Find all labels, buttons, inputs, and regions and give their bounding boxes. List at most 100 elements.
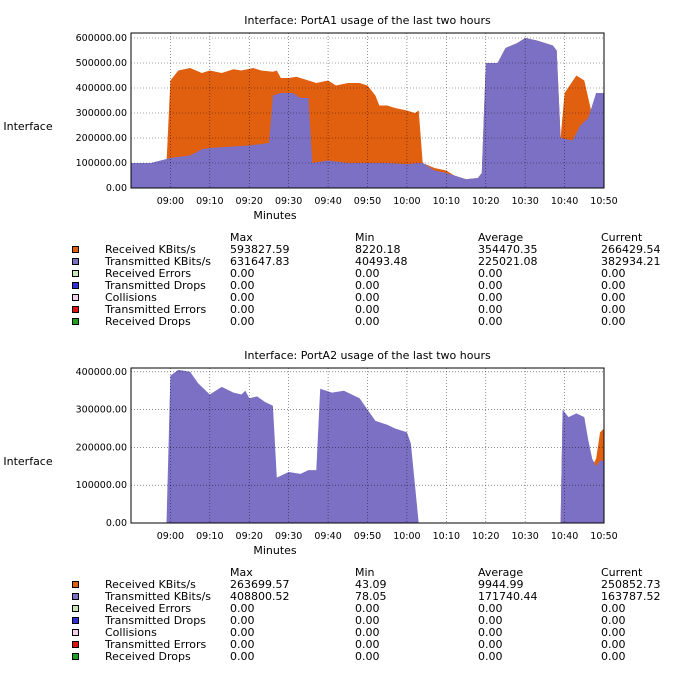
stat-value-current: 0.00	[601, 638, 626, 651]
y-tick-label: 500000.00	[76, 58, 127, 69]
x-tick-label: 10:00	[393, 196, 420, 207]
stat-value-current: 0.00	[601, 315, 626, 328]
legend-label: Transmitted Errors	[105, 303, 207, 316]
legend-row-received-drops: Received Drops 0.00 0.00 0.00 0.00	[72, 651, 632, 663]
y-tick-label: 100000.00	[76, 158, 127, 169]
legend-label: Transmitted Drops	[105, 279, 206, 292]
legend-row-collisions: Collisions 0.00 0.00 0.00 0.00	[72, 292, 632, 304]
legend-swatch	[72, 593, 79, 600]
stat-value-max: 0.00	[230, 650, 255, 663]
x-tick-label: 10:20	[472, 196, 499, 207]
stat-value-min: 8220.18	[355, 243, 401, 256]
x-tick-label: 10:40	[551, 196, 578, 207]
legend-swatch	[72, 629, 79, 636]
legend-label: Received KBits/s	[105, 243, 196, 256]
stat-value-min: 0.00	[355, 650, 380, 663]
x-tick-label: 09:30	[275, 196, 302, 207]
stat-value-average: 9944.99	[478, 578, 524, 591]
legend-row-transmitted-drops: Transmitted Drops 0.00 0.00 0.00 0.00	[72, 280, 632, 292]
stats-header-current: Current	[601, 566, 643, 579]
stat-value-current: 163787.52	[601, 590, 661, 603]
stat-value-max: 0.00	[230, 315, 255, 328]
y-tick-label: 300000.00	[76, 108, 127, 119]
legend-swatch	[72, 258, 79, 265]
stat-value-current: 0.00	[601, 303, 626, 316]
legend-row-transmitted: Transmitted KBits/s 631647.83 40493.48 2250…	[72, 255, 661, 268]
stat-value-average: 0.00	[478, 602, 503, 615]
stat-value-max: 0.00	[230, 614, 255, 627]
legend-row-transmitted-errors: Transmitted Errors 0.00 0.00 0.00 0.00	[72, 639, 632, 651]
stat-value-current: 382934.21	[601, 255, 661, 268]
legend-label: Received Drops	[105, 650, 191, 663]
stat-value-average: 0.00	[478, 279, 503, 292]
stat-value-min: 40493.48	[355, 255, 408, 268]
stat-value-min: 0.00	[355, 315, 380, 328]
legend-label: Received Errors	[105, 267, 192, 280]
stats-header-min: Min	[355, 566, 375, 579]
y-tick-label: 0.00	[106, 183, 127, 194]
x-tick-label: 09:20	[236, 196, 263, 207]
stat-value-average: 0.00	[478, 638, 503, 651]
stat-value-min: 0.00	[355, 267, 380, 280]
legend-label: Collisions	[105, 626, 157, 639]
stat-value-max: 0.00	[230, 267, 255, 280]
legend-label: Transmitted Drops	[105, 614, 206, 627]
stat-value-current: 0.00	[601, 279, 626, 292]
stat-value-average: 354470.35	[478, 243, 538, 256]
chart-title: Interface: PortA2 usage of the last two …	[244, 349, 491, 362]
stat-value-current: 0.00	[601, 602, 626, 615]
y-tick-label: 0.00	[106, 518, 127, 529]
y-axis-label: Interface	[3, 120, 52, 133]
legend-row-received-errors: Received Errors 0.00 0.00 0.00 0.00	[72, 268, 632, 280]
legend-swatch	[72, 605, 79, 612]
stat-value-current: 0.00	[601, 626, 626, 639]
legend-swatch	[72, 270, 79, 277]
stats-header-average: Average	[478, 231, 524, 244]
stat-value-max: 631647.83	[230, 255, 290, 268]
stat-value-max: 0.00	[230, 602, 255, 615]
stat-value-current: 0.00	[601, 614, 626, 627]
x-tick-label: 10:30	[511, 531, 538, 542]
legend-swatch	[72, 246, 79, 253]
porta2-stats-table: Max Min Average Current Received KBits/s 2636…	[72, 566, 661, 663]
x-tick-label: 09:40	[314, 196, 341, 207]
x-axis-label: Minutes	[253, 544, 297, 557]
legend-row-received-errors: Received Errors 0.00 0.00 0.00 0.00	[72, 603, 632, 615]
x-tick-label: 10:40	[551, 531, 578, 542]
x-tick-label: 10:00	[393, 531, 420, 542]
x-tick-label: 10:30	[511, 196, 538, 207]
x-tick-label: 09:10	[196, 196, 223, 207]
plot-frame	[130, 32, 605, 189]
x-axis-label: Minutes	[253, 209, 297, 222]
stat-value-max: 0.00	[230, 291, 255, 304]
legend-label: Transmitted KBits/s	[105, 590, 212, 603]
porta2-usage-chart: Interface: PortA2 usage of the last two …	[3, 349, 617, 557]
stat-value-max: 263699.57	[230, 578, 290, 591]
legend-row-transmitted-drops: Transmitted Drops 0.00 0.00 0.00 0.00	[72, 615, 632, 627]
y-tick-label: 100000.00	[76, 480, 127, 491]
stat-value-current: 266429.54	[601, 243, 661, 256]
x-tick-label: 10:20	[472, 531, 499, 542]
x-tick-label: 09:30	[275, 531, 302, 542]
stat-value-min: 0.00	[355, 291, 380, 304]
stats-header-min: Min	[355, 231, 375, 244]
legend-row-received: Received KBits/s 263699.57 43.09 9944.99 250…	[72, 578, 661, 591]
stat-value-current: 0.00	[601, 291, 626, 304]
x-tick-label: 10:10	[433, 531, 460, 542]
legend-row-transmitted-errors: Transmitted Errors 0.00 0.00 0.00 0.00	[72, 304, 632, 316]
stat-value-min: 78.05	[355, 590, 387, 603]
x-tick-label: 09:50	[354, 196, 381, 207]
legend-row-received-drops: Received Drops 0.00 0.00 0.00 0.00	[72, 316, 632, 328]
stats-header-max: Max	[230, 231, 253, 244]
legend-row-collisions: Collisions 0.00 0.00 0.00 0.00	[72, 627, 632, 639]
legend-label: Transmitted KBits/s	[105, 255, 212, 268]
x-tick-label: 09:50	[354, 531, 381, 542]
stat-value-min: 0.00	[355, 614, 380, 627]
legend-row-received: Received KBits/s 593827.59 8220.18 354470.3…	[72, 243, 661, 256]
x-tick-label: 09:20	[236, 531, 263, 542]
porta1-chart-panel: Interface: PortA1 usage of the last two …	[0, 0, 693, 340]
stat-value-average: 0.00	[478, 650, 503, 663]
stat-value-average: 225021.08	[478, 255, 538, 268]
stats-header-average: Average	[478, 566, 524, 579]
porta1-usage-chart: Interface: PortA1 usage of the last two …	[3, 14, 617, 222]
